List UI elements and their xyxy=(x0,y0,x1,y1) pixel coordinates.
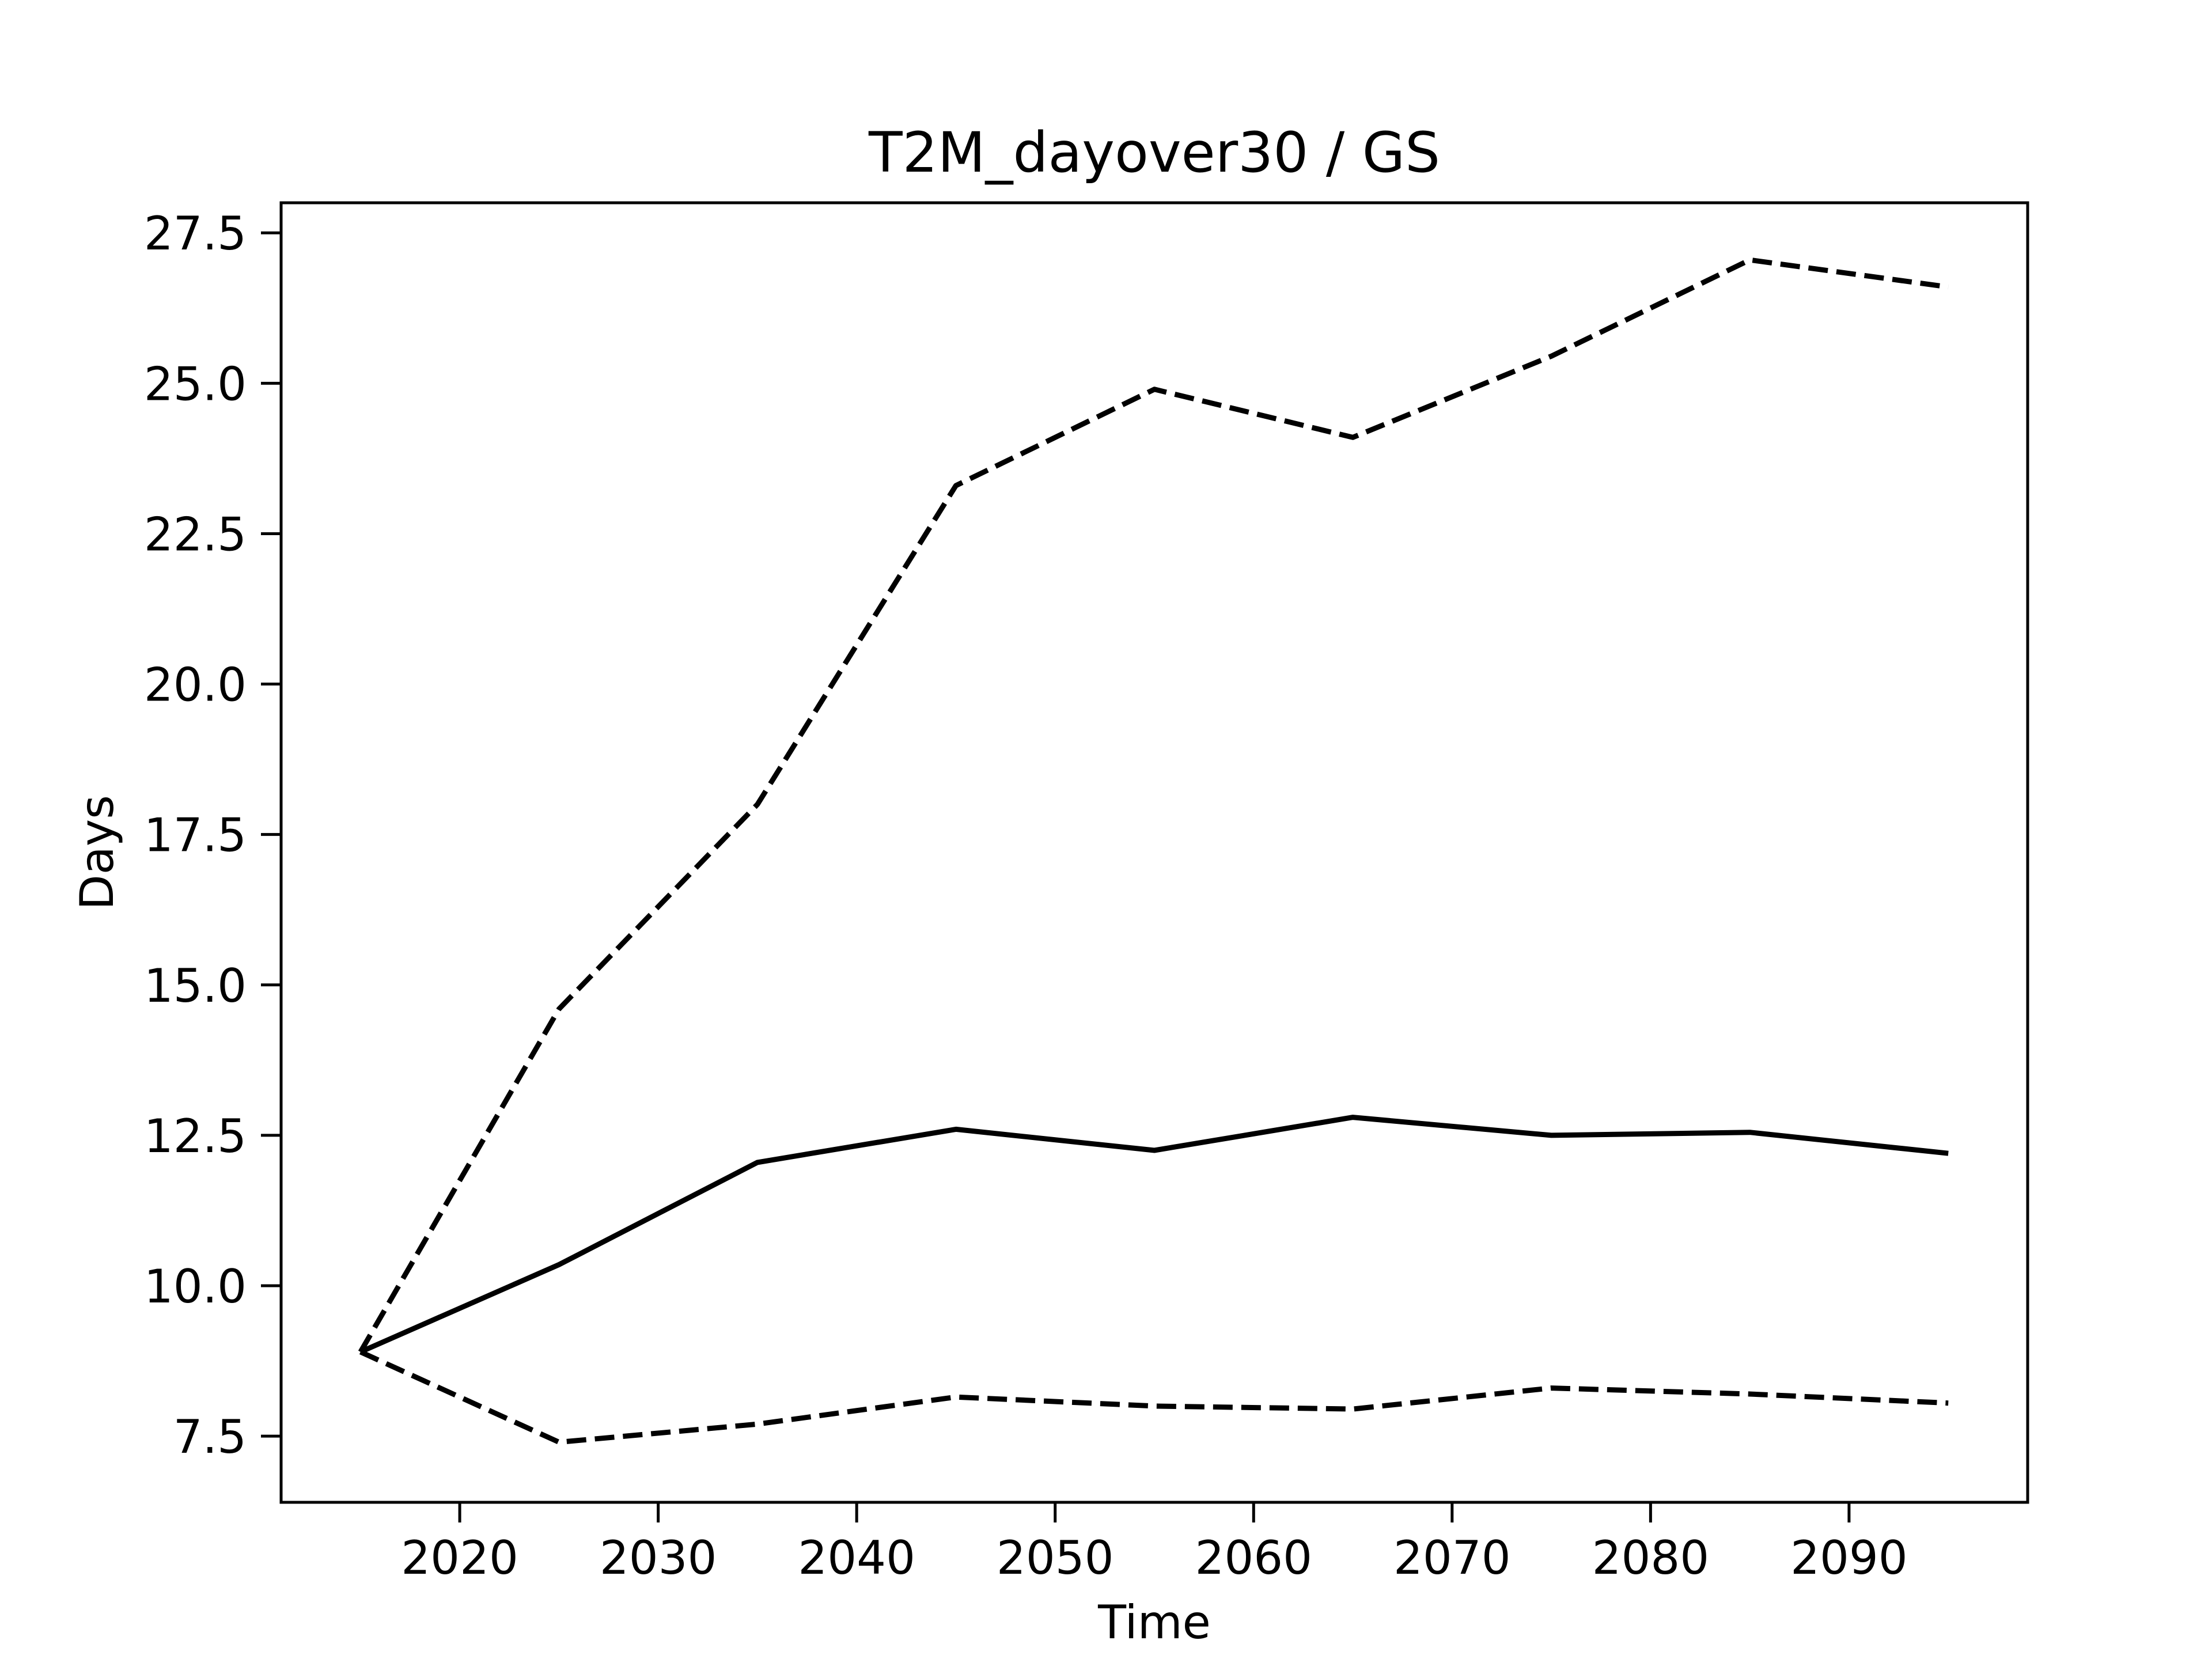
plot-frame xyxy=(279,201,2029,1504)
series-layer xyxy=(358,257,1949,1445)
series-line-3 xyxy=(358,257,1949,1354)
y-tick-label: 27.5 xyxy=(144,207,247,260)
x-tick-label: 2060 xyxy=(1195,1531,1312,1585)
series-line-1 xyxy=(359,1349,1949,1445)
x-tick-label: 2040 xyxy=(798,1531,915,1585)
x-tick-label: 2050 xyxy=(997,1531,1114,1585)
y-tick-label: 10.0 xyxy=(144,1260,247,1313)
x-axis-ticks: 2020 2030 2040 2050 2060 2070 2080 2090 xyxy=(401,1502,1908,1585)
x-tick-label: 2070 xyxy=(1393,1531,1511,1585)
y-axis-ticks: 7.5 10.0 12.5 15.0 17.5 20.0 22.5 25.0 27.5 xyxy=(144,207,281,1464)
y-tick-label: 7.5 xyxy=(173,1410,247,1464)
y-tick-label: 22.5 xyxy=(144,507,247,561)
y-tick-label: 17.5 xyxy=(144,809,247,862)
series-line-2 xyxy=(359,1115,1949,1355)
x-axis-label: Time xyxy=(1097,1596,1211,1649)
x-tick-label: 2080 xyxy=(1592,1531,1710,1585)
chart-title: T2M_dayover30 / GS xyxy=(868,120,1440,185)
y-tick-label: 12.5 xyxy=(144,1109,247,1163)
x-tick-label: 2030 xyxy=(600,1531,717,1585)
x-tick-label: 2090 xyxy=(1790,1531,1908,1585)
y-tick-label: 25.0 xyxy=(144,357,247,411)
y-tick-label: 15.0 xyxy=(144,959,247,1013)
y-axis-label: Days xyxy=(70,795,124,910)
x-tick-label: 2020 xyxy=(401,1531,518,1585)
y-tick-label: 20.0 xyxy=(144,658,247,712)
